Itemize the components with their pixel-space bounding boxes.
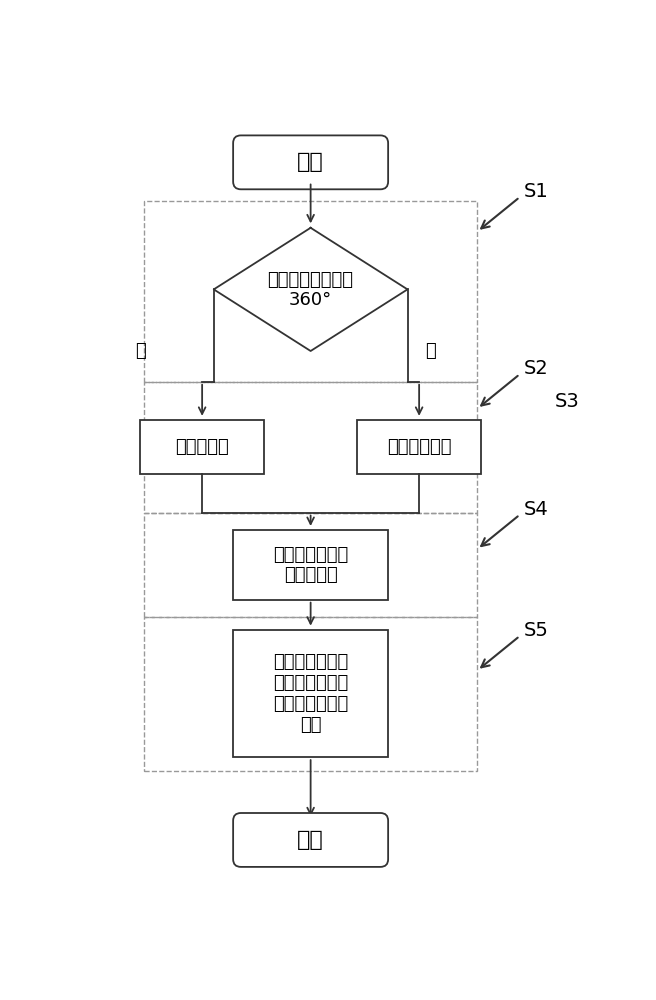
Text: 极对数模式: 极对数模式 [175,438,229,456]
Text: S1: S1 [523,182,548,201]
Text: S5: S5 [523,621,548,640]
FancyBboxPatch shape [233,135,388,189]
Text: S3: S3 [555,392,579,411]
Text: 结束: 结束 [297,830,324,850]
FancyBboxPatch shape [233,813,388,867]
Text: 设置对应零点信
号产生位置: 设置对应零点信 号产生位置 [273,546,348,584]
Text: S4: S4 [523,500,548,519]
Text: 360°: 360° [289,291,332,309]
Text: 脉冲累计模式: 脉冲累计模式 [387,438,451,456]
Text: 旋转角度是否大于: 旋转角度是否大于 [268,271,354,289]
Bar [357,420,481,474]
Bar [144,382,478,513]
Bar [144,201,478,382]
Text: 开始: 开始 [297,152,324,172]
Text: 是: 是 [134,342,146,360]
Text: 设置一定脉冲数
下，即一定转速
下零点信号动作
时序: 设置一定脉冲数 下，即一定转速 下零点信号动作 时序 [273,653,348,734]
Bar [140,420,264,474]
Text: S2: S2 [523,359,548,378]
Bar [233,530,388,600]
Bar [144,513,478,617]
Bar [144,617,478,771]
Bar [233,630,388,757]
Text: 否: 否 [425,342,436,360]
